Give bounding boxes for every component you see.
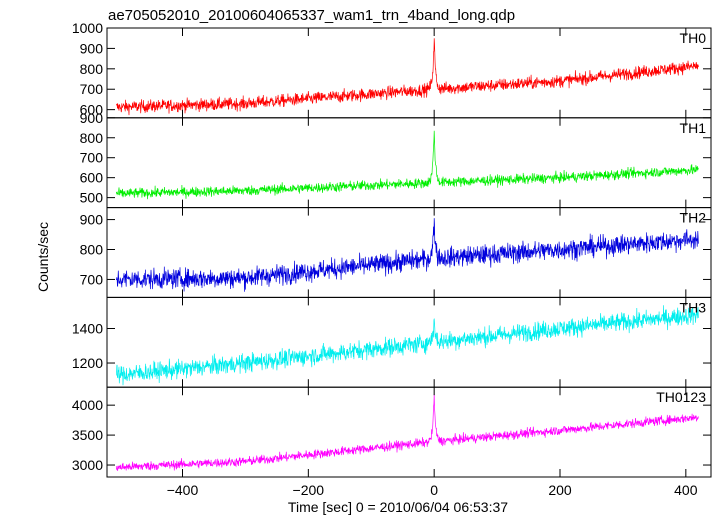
series-line-th1	[116, 130, 699, 200]
panel-label: TH0123	[656, 389, 706, 405]
x-axis-label: Time [sec] 0 = 2010/06/04 06:53:37	[288, 499, 508, 515]
y-tick-label: 1000	[72, 20, 103, 36]
y-tick-label: 900	[80, 110, 104, 126]
panel-th0123: 3000 3500 4000 TH0123	[72, 386, 712, 478]
panel-label: TH1	[680, 120, 707, 136]
y-tick-label: 700	[80, 271, 104, 287]
y-tick-label: 500	[80, 190, 104, 206]
panel-frame	[106, 386, 712, 478]
panel-th1: 500 600 700 800 900 TH1	[80, 110, 712, 209]
panel-label: TH2	[680, 210, 707, 226]
y-tick-label: 800	[80, 242, 104, 258]
y-tick-label: 3500	[72, 427, 103, 443]
panel-th3: 1200 1400 TH3	[72, 296, 712, 388]
series-line-th3	[116, 305, 699, 386]
y-tick-label: 600	[80, 102, 104, 118]
series-line-th2	[116, 218, 699, 292]
y-tick-label: 700	[80, 150, 104, 166]
panel-label: TH0	[680, 30, 707, 46]
x-tick-label: −400	[167, 482, 199, 498]
y-tick-label: 4000	[72, 397, 103, 413]
y-tick-label: 1400	[72, 320, 103, 336]
y-tick-label: 900	[80, 212, 104, 228]
y-tick-label: 700	[80, 81, 104, 97]
panels-group: 600 700 800 900 1000 TH0 500 600 700 800 900 TH1 700…	[72, 20, 712, 498]
series-line-th0123	[116, 393, 699, 471]
panel-label: TH3	[680, 299, 707, 315]
x-tick-label: 400	[674, 482, 698, 498]
y-tick-label: 3000	[72, 457, 103, 473]
x-tick-label: 200	[548, 482, 572, 498]
y-tick-label: 600	[80, 170, 104, 186]
y-tick-label: 800	[80, 130, 104, 146]
series-line-th0	[116, 38, 699, 116]
x-tick-label: −200	[293, 482, 325, 498]
y-tick-label: 900	[80, 40, 104, 56]
x-tick-label: 0	[430, 482, 438, 498]
y-axis-label: Counts/sec	[35, 222, 51, 292]
panel-th0: 600 700 800 900 1000 TH0	[72, 20, 712, 119]
y-tick-label: 1200	[72, 355, 103, 371]
panel-th2: 700 800 900 TH2	[80, 207, 712, 298]
chart-title: ae705052010_20100604065337_wam1_trn_4ban…	[108, 7, 515, 24]
y-tick-label: 800	[80, 61, 104, 77]
